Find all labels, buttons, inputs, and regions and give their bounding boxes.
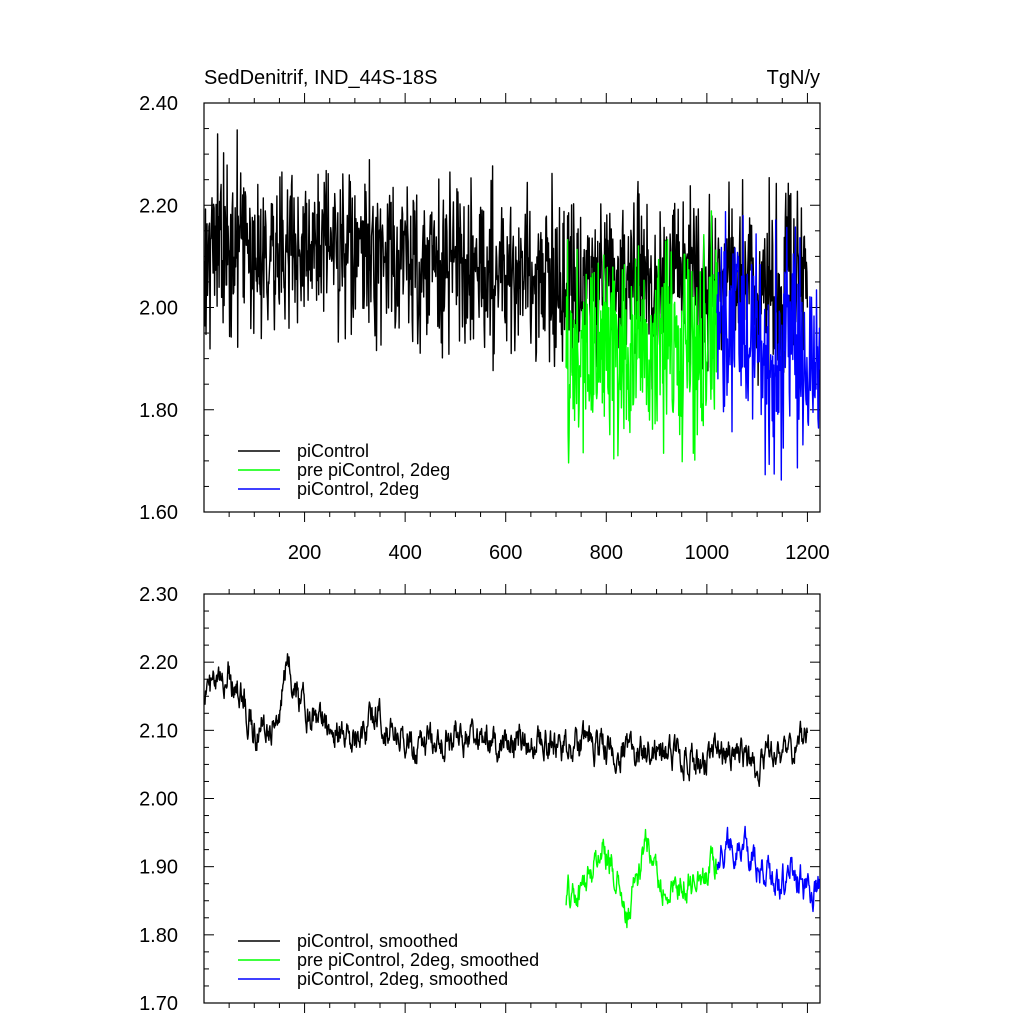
y-tick-label: 2.00 <box>139 298 178 320</box>
y-tick-label: 1.80 <box>139 925 178 947</box>
series-layer-bottom <box>204 653 820 929</box>
axes-top: 200 400 600 800 1000 1200 1.60 1.80 2.00 2.20 2.40 <box>139 93 830 564</box>
legend-label: piControl, 2deg <box>297 479 419 499</box>
y-tick-label: 1.60 <box>139 502 178 524</box>
series-line-pre-picontrol-2deg-smoothed <box>565 828 718 929</box>
legend-label: pre piControl, 2deg, smoothed <box>297 950 539 970</box>
axes-bottom: 1.70 1.80 1.90 2.00 2.10 2.20 2.30 <box>139 584 821 1015</box>
panel-top: SedDenitrif, IND_44S-18S TgN/y 200 400 600… <box>139 67 830 564</box>
series-line-picontrol-2deg-smoothed <box>716 825 820 913</box>
x-tick-label: 200 <box>288 542 321 564</box>
chart-units: TgN/y <box>767 67 820 89</box>
y-tick-label: 1.70 <box>139 993 178 1015</box>
chart-title: SedDenitrif, IND_44S-18S <box>204 67 437 89</box>
panel-bottom: 1.70 1.80 1.90 2.00 2.10 2.20 2.30 piControl, … <box>139 584 821 1015</box>
legend-label: piControl <box>297 441 369 461</box>
x-tick-label: 400 <box>388 542 421 564</box>
y-tick-label: 2.10 <box>139 720 178 742</box>
x-tick-label: 1200 <box>785 542 830 564</box>
series-line-picontrol-2deg <box>716 210 820 481</box>
y-tick-label: 2.20 <box>139 652 178 674</box>
y-tick-label: 1.80 <box>139 400 178 422</box>
y-tick-label: 2.20 <box>139 195 178 217</box>
y-tick-label: 2.40 <box>139 93 178 115</box>
y-tick-label: 2.00 <box>139 789 178 811</box>
series-layer-top <box>204 129 820 481</box>
series-line-picontrol <box>204 129 809 390</box>
legend-label: piControl, smoothed <box>297 931 458 951</box>
y-tick-label: 1.90 <box>139 857 178 879</box>
series-line-pre-picontrol-2deg <box>565 210 718 464</box>
legend-label: piControl, 2deg, smoothed <box>297 969 508 989</box>
x-tick-label: 800 <box>590 542 623 564</box>
legend-label: pre piControl, 2deg <box>297 460 450 480</box>
x-tick-label: 600 <box>489 542 522 564</box>
x-tick-label: 1000 <box>685 542 730 564</box>
y-tick-label: 2.30 <box>139 584 178 606</box>
series-line-picontrol-smoothed <box>204 653 809 787</box>
